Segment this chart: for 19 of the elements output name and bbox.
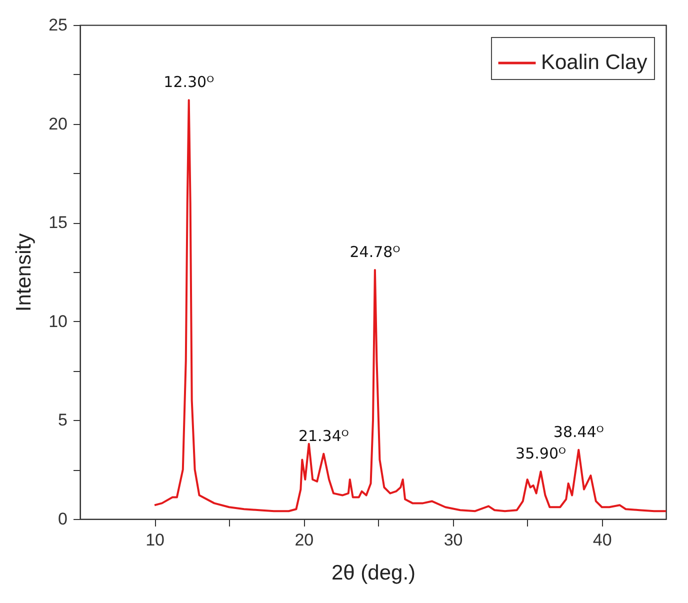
x-tick-label: 40 [592,530,612,550]
annotation: 21.34ᴼ [298,426,349,445]
annotation: 38.44ᴼ [553,422,604,441]
x-tick-label: 20 [294,530,314,550]
x-tick-label: 10 [146,530,165,550]
y-tick-label: 25 [48,16,68,34]
annotation: 35.90ᴼ [516,444,566,463]
annotation: 12.30ᴼ [164,73,214,92]
y-tick-label: 5 [58,410,68,430]
annotation: 24.78ᴼ [350,243,400,262]
x-tick-label: 30 [444,530,463,550]
y-tick-label: 20 [48,114,68,134]
y-tick-label: 15 [48,213,68,232]
line-series [154,99,667,512]
legend-label: Koalin Clay [541,51,648,74]
y-tick-label: 10 [48,312,68,331]
x-axis-title: 2θ (deg.) [331,562,416,584]
y-axis-title: Intensity [12,232,36,312]
y-tick-label: 0 [58,510,68,528]
